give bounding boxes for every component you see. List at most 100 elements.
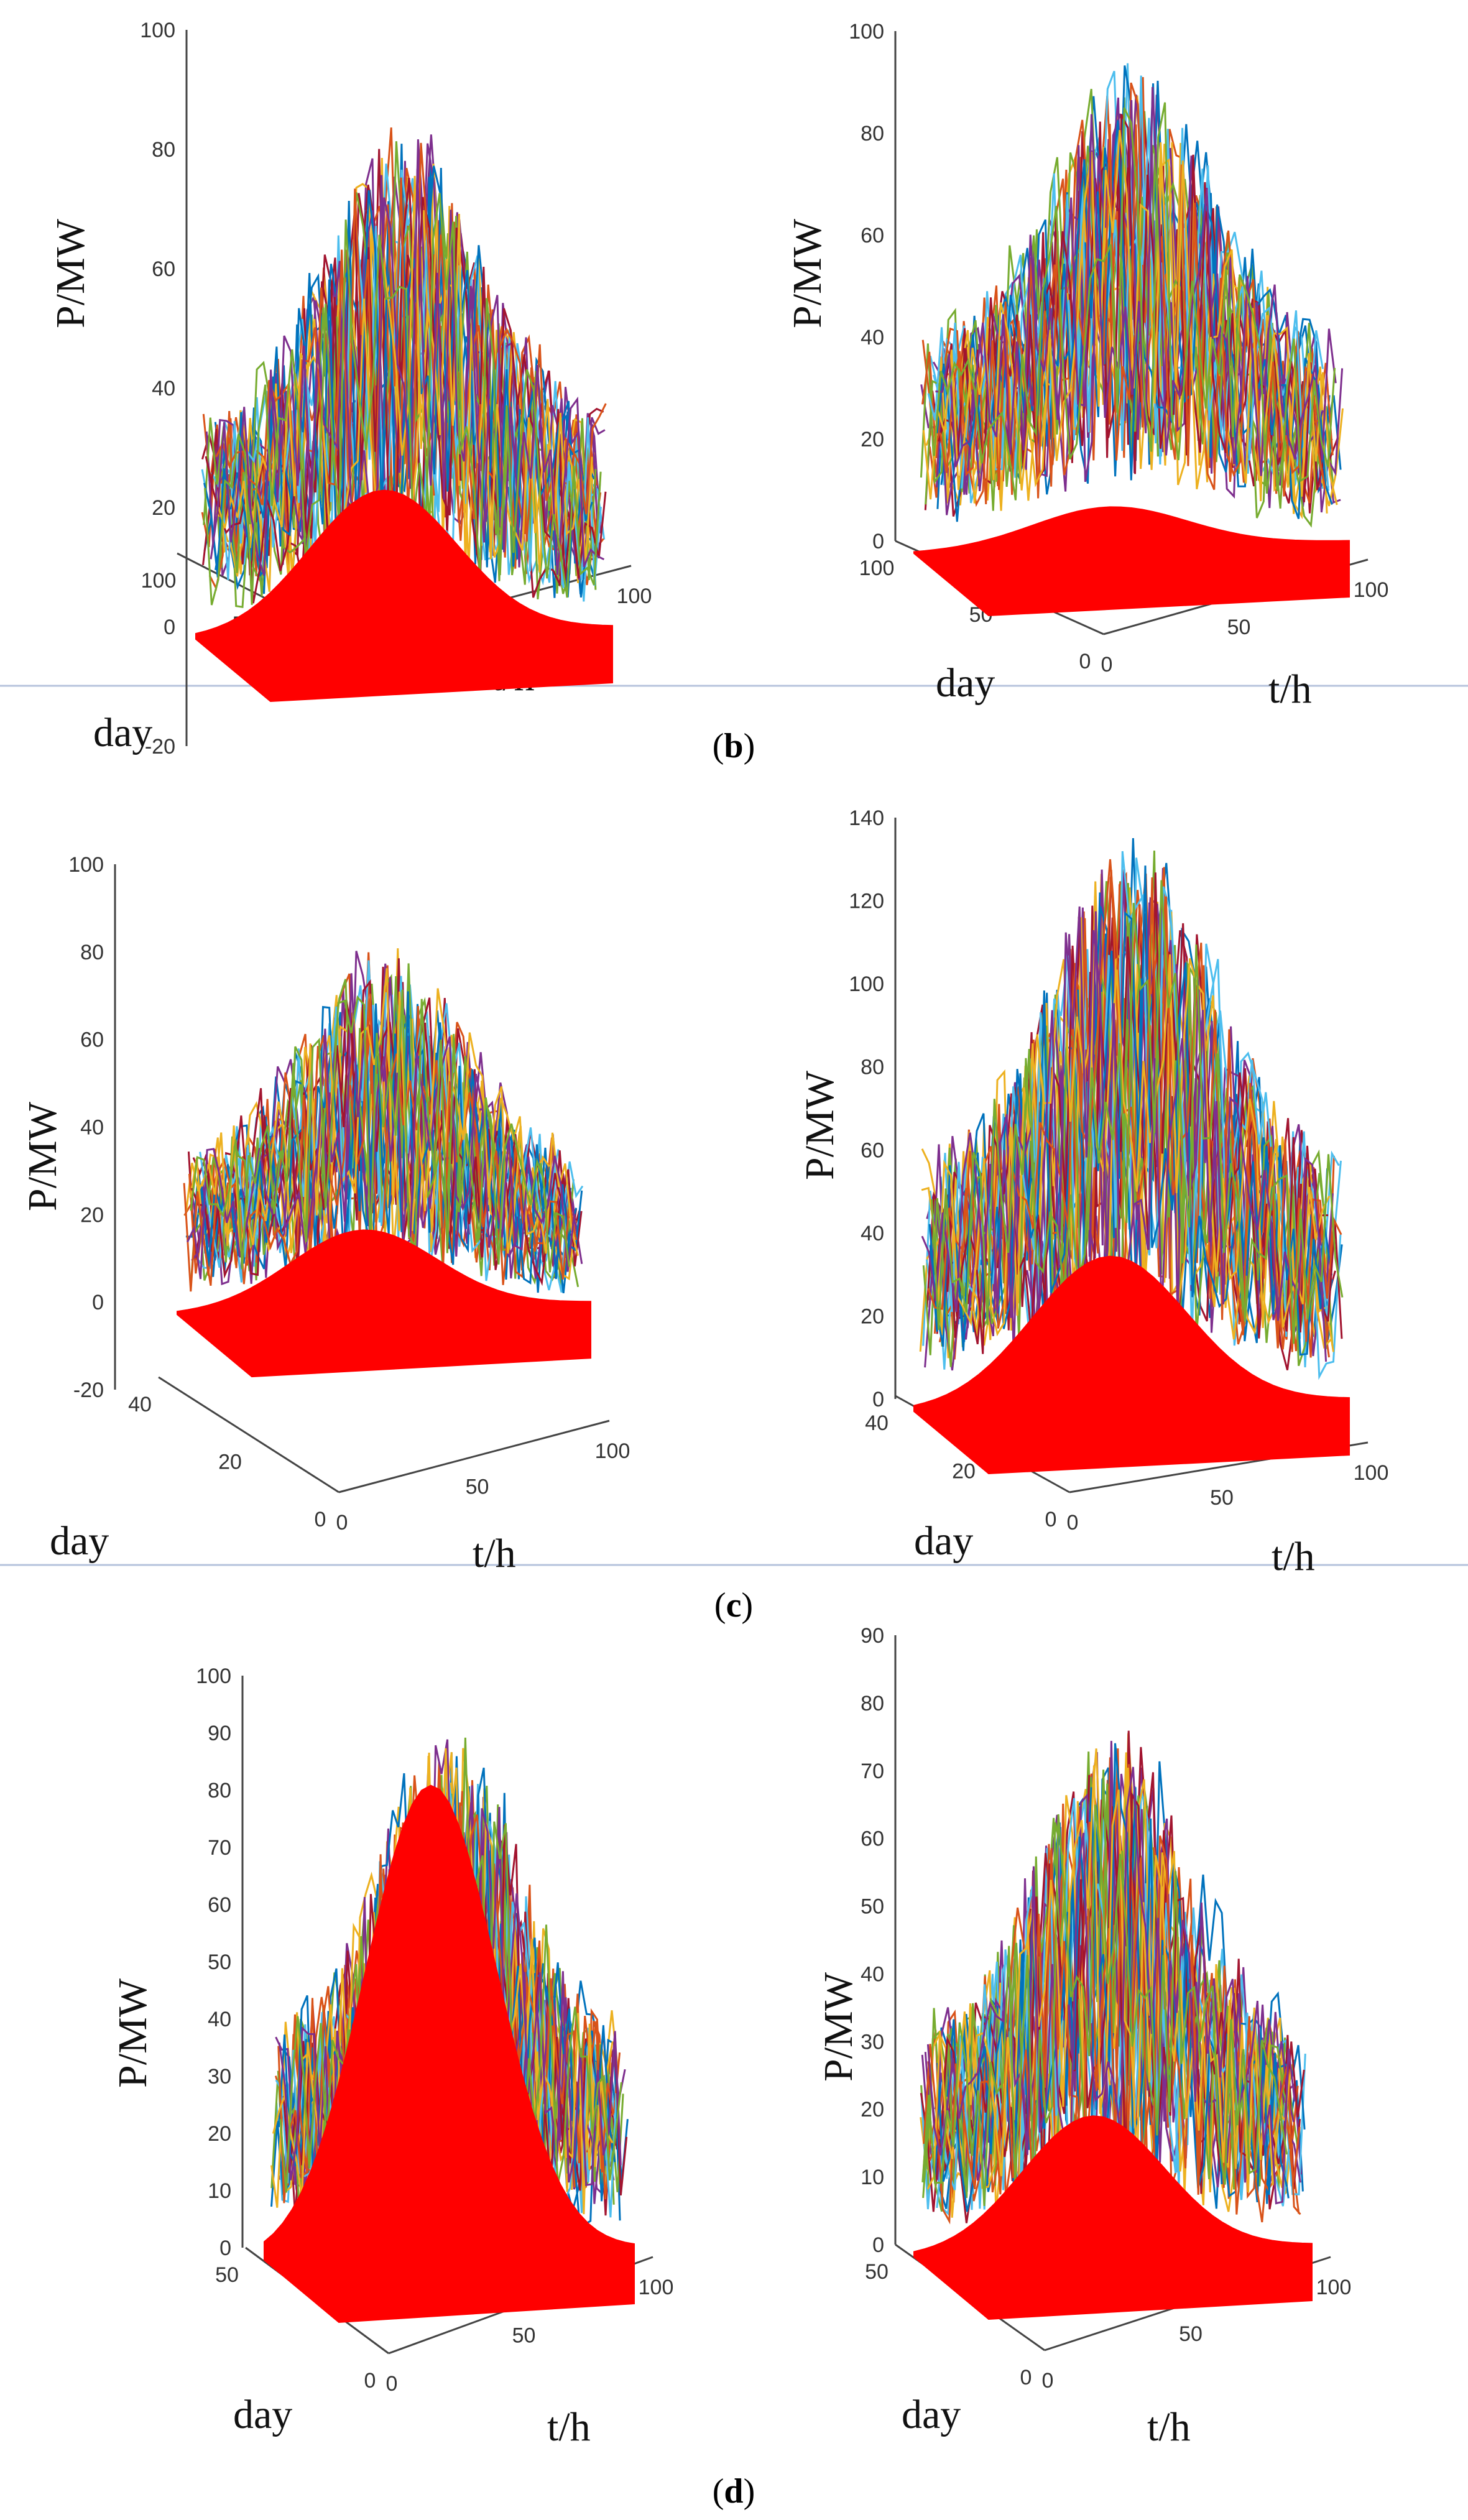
t-tick-label: 100 xyxy=(639,2276,674,2299)
day-tick-label: 40 xyxy=(865,1411,889,1435)
z-tick-label: -20 xyxy=(145,735,175,759)
z-tick-label: 100 xyxy=(196,1664,231,1688)
surface-band xyxy=(177,1229,591,1378)
z-tick-label: 80 xyxy=(861,1692,884,1715)
surface-band xyxy=(913,2115,1313,2320)
series-line xyxy=(921,887,1332,1349)
series-line xyxy=(938,867,1330,1358)
z-tick-label: 0 xyxy=(92,1291,104,1314)
series-line xyxy=(936,954,1331,1337)
day-axis-label: day xyxy=(93,710,152,755)
z-tick-label: 0 xyxy=(872,2233,884,2257)
z-tick-label: 40 xyxy=(861,1222,884,1245)
z-tick-label: 0 xyxy=(219,2236,231,2260)
day-tick-label: 100 xyxy=(859,556,895,580)
z-tick-label: 80 xyxy=(80,941,104,964)
series-line xyxy=(205,178,607,604)
surface-band xyxy=(913,506,1350,617)
day-tick-label: 0 xyxy=(364,2369,376,2393)
day-tick-label: 40 xyxy=(128,1393,152,1416)
z-tick-label: 80 xyxy=(861,122,884,145)
caption-d: (d) xyxy=(713,2472,755,2511)
day-axis-label: day xyxy=(936,660,995,706)
surface-band xyxy=(264,1784,635,2324)
series-line xyxy=(931,880,1344,1344)
z-tick-label: 20 xyxy=(80,1203,104,1227)
series-line xyxy=(210,168,605,576)
z-tick-label: 40 xyxy=(861,1962,884,1986)
series-line xyxy=(933,102,1336,509)
z-tick-label: 40 xyxy=(208,2008,231,2031)
day-axis-line xyxy=(158,1376,339,1493)
z-tick-label: 30 xyxy=(208,2065,231,2088)
series-line xyxy=(193,963,567,1263)
day-tick-label: 20 xyxy=(218,1451,242,1474)
series-line xyxy=(204,193,602,606)
z-tick-label: 60 xyxy=(152,257,175,281)
t-axis-label: t/h xyxy=(1272,1534,1315,1579)
z-tick-label: 50 xyxy=(208,1950,231,1974)
series-line xyxy=(187,973,576,1280)
series-line xyxy=(201,968,579,1256)
series-line xyxy=(921,1804,1288,2206)
series-line xyxy=(928,76,1324,507)
z-tick-label: 40 xyxy=(152,377,175,400)
t-axis-label: t/h xyxy=(1147,2404,1191,2450)
t-tick-label: 50 xyxy=(466,1475,489,1499)
t-tick-label: 100 xyxy=(595,1439,630,1463)
z-axis-label: P/MW xyxy=(816,1972,861,2082)
t-tick-label: 100 xyxy=(1354,578,1389,602)
t-axis-label: t/h xyxy=(1268,667,1312,712)
day-axis-label: day xyxy=(902,2392,961,2437)
t-tick-label: 0 xyxy=(1042,2369,1054,2393)
t-axis-label: t/h xyxy=(547,2404,591,2450)
day-tick-label: 100 xyxy=(141,569,177,593)
z-tick-label: 20 xyxy=(861,428,884,451)
z-tick-label: 80 xyxy=(152,138,175,162)
z-tick-label: 10 xyxy=(861,2166,884,2189)
z-tick-label: 0 xyxy=(872,530,884,553)
z-tick-label: 60 xyxy=(861,1827,884,1851)
z-tick-label: 60 xyxy=(861,1138,884,1162)
day-tick-label: 0 xyxy=(1079,650,1091,673)
z-axis-label: P/MW xyxy=(785,218,830,328)
z-tick-label: -20 xyxy=(73,1378,104,1402)
day-tick-label: 0 xyxy=(315,1508,326,1531)
z-tick-label: 20 xyxy=(861,2098,884,2121)
series-line xyxy=(190,989,570,1273)
z-tick-label: 80 xyxy=(861,1056,884,1079)
z-tick-label: 90 xyxy=(208,1722,231,1745)
z-tick-label: 70 xyxy=(208,1836,231,1860)
caption-c: (c) xyxy=(714,1586,753,1625)
z-tick-label: 50 xyxy=(861,1895,884,1919)
z-tick-label: 100 xyxy=(849,972,884,996)
z-tick-label: 40 xyxy=(80,1116,104,1140)
z-axis-label: P/MW xyxy=(48,218,93,328)
series-line xyxy=(922,130,1338,505)
z-tick-label: 60 xyxy=(80,1028,104,1052)
t-tick-label: 100 xyxy=(1354,1461,1389,1485)
z-axis-label: P/MW xyxy=(110,1978,155,2088)
series-line xyxy=(217,175,593,578)
t-axis-line xyxy=(338,1419,610,1493)
t-tick-label: 0 xyxy=(386,2372,398,2396)
t-tick-label: 50 xyxy=(1227,616,1251,639)
z-tick-label: 60 xyxy=(208,1893,231,1917)
z-tick-label: 140 xyxy=(849,806,884,830)
t-tick-label: 0 xyxy=(1101,653,1113,676)
series-line xyxy=(935,86,1337,476)
z-tick-label: 120 xyxy=(849,890,884,913)
z-tick-label: 30 xyxy=(861,2030,884,2054)
t-tick-label: 50 xyxy=(512,2324,536,2348)
day-tick-label: 50 xyxy=(215,2263,239,2287)
z-axis-label: P/MW xyxy=(797,1070,842,1180)
z-tick-label: 100 xyxy=(849,20,884,44)
z-tick-label: 70 xyxy=(861,1760,884,1783)
series-line xyxy=(926,1766,1296,2205)
